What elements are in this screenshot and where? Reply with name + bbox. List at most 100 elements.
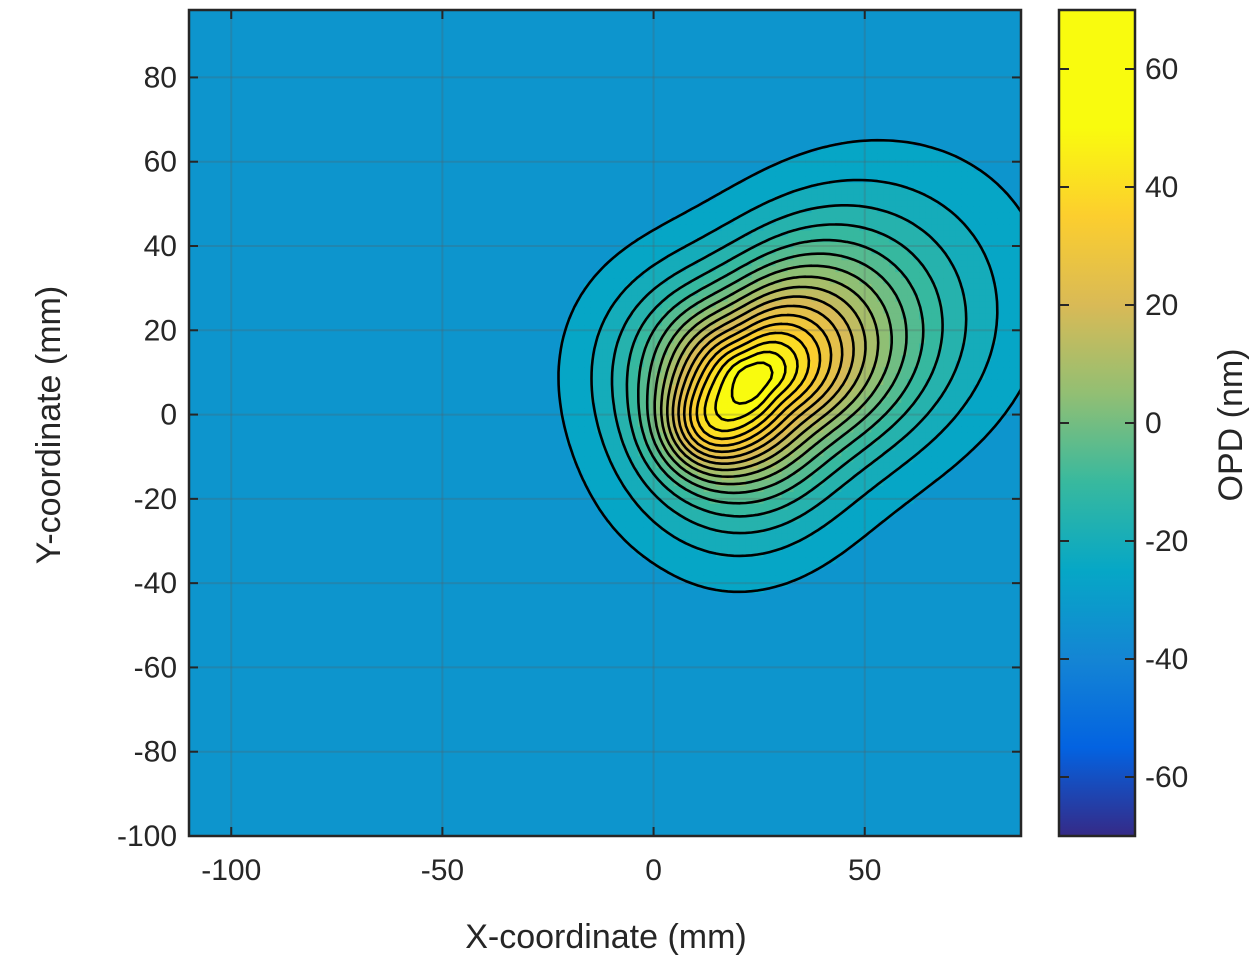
contour-fill-cell [697,431,705,439]
contour-fill-cell [578,342,585,350]
contour-fill-cell [613,259,621,267]
contour-fill-cell [973,271,980,279]
contour-fill-cell [943,449,950,457]
contour-fill-cell [673,455,681,463]
contour-fill-cell [943,390,950,397]
contour-fill-cell [991,414,998,421]
contour-fill-cell [775,206,783,213]
contour-fill-cell [919,354,926,362]
contour-fill-cell [619,372,627,380]
contour-fill-cell [829,443,837,451]
contour-fill-cell [566,354,573,362]
contour-fill-cell [1003,247,1010,255]
contour-fill-cell [871,348,878,356]
contour-fill-cell [745,550,753,558]
contour-fill-cell [901,277,908,284]
contour-fill-cell [572,378,579,385]
contour-fill-cell [973,342,980,350]
contour-fill-cell [907,158,914,166]
contour-fill-cell [967,259,974,267]
contour-fill-cell [979,235,986,243]
contour-fill-cell [949,461,956,469]
contour-fill-cell [697,414,705,421]
contour-fill-cell [877,402,884,409]
contour-fill-cell [619,521,627,528]
contour-fill-cell [1003,342,1010,350]
contour-fill-cell [613,390,621,397]
contour-fill-cell [859,235,866,243]
contour-fill-cell [835,396,843,403]
contour-fill-cell [637,509,645,516]
contour-fill-cell [697,550,705,558]
contour-fill-cell [997,295,1004,302]
contour-fill-cell [829,206,837,213]
contour-fill-cell [997,330,1004,338]
contour-fill-cell [967,301,974,308]
contour-fill-cell [895,443,902,451]
contour-fill-cell [745,313,753,320]
contour-fill-cell [655,384,663,391]
contour-fill-cell [619,283,627,290]
contour-fill-cell [865,354,872,362]
contour-fill-cell [799,414,807,421]
contour-fill-cell [733,271,741,279]
contour-fill-cell [847,431,855,439]
contour-fill-cell [619,259,627,267]
contour-fill-cell [991,402,998,409]
contour-fill-cell [1003,324,1010,332]
contour-fill-cell [901,217,908,225]
contour-fill-cell [961,360,968,368]
contour-fill-cell [841,289,849,296]
contour-fill-cell [877,313,884,320]
contour-fill-cell [859,336,866,344]
contour-fill-cell [913,319,920,326]
contour-fill-cell [697,330,705,338]
contour-fill-cell [769,170,777,177]
contour-fill-cell [679,562,687,570]
contour-fill-cell [979,271,986,279]
contour-fill-cell [781,354,789,362]
contour-fill-cell [907,146,914,154]
contour-fill-cell [865,515,872,522]
contour-fill-cell [745,277,753,284]
contour-fill-cell [775,568,783,576]
contour-fill-cell [973,431,980,439]
contour-fill-cell [865,503,872,510]
contour-fill-cell [859,515,866,522]
contour-fill-cell [745,283,753,290]
contour-fill-cell [889,414,896,421]
contour-fill-cell [805,372,813,380]
contour-fill-cell [925,212,932,219]
contour-fill-cell [775,408,783,415]
contour-fill-cell [685,307,693,314]
contour-fill-cell [590,449,597,457]
contour-fill-cell [703,532,711,540]
contour-fill-cell [775,342,783,350]
contour-fill-cell [823,259,831,267]
contour-fill-cell [817,253,825,261]
contour-fill-cell [751,372,759,380]
contour-fill-cell [919,390,926,397]
contour-fill-cell [602,265,609,273]
contour-fill-cell [871,277,878,284]
contour-fill-cell [655,437,663,445]
contour-fill-cell [997,277,1004,284]
contour-fill-cell [841,307,849,314]
contour-fill-cell [901,295,908,302]
contour-fill-cell [596,307,603,314]
contour-fill-cell [997,253,1004,261]
contour-fill-cell [787,544,795,552]
contour-fill-cell [649,408,657,415]
contour-fill-cell [985,342,992,350]
contour-fill-cell [667,253,675,261]
contour-fill-cell [817,515,825,522]
contour-fill-cell [823,526,831,534]
contour-fill-cell [775,473,783,481]
contour-fill-cell [721,503,729,510]
contour-fill-cell [895,384,902,391]
contour-fill-cell [703,324,711,332]
contour-fill-cell [877,188,884,195]
contour-fill-cell [853,532,860,540]
contour-fill-cell [955,176,962,183]
